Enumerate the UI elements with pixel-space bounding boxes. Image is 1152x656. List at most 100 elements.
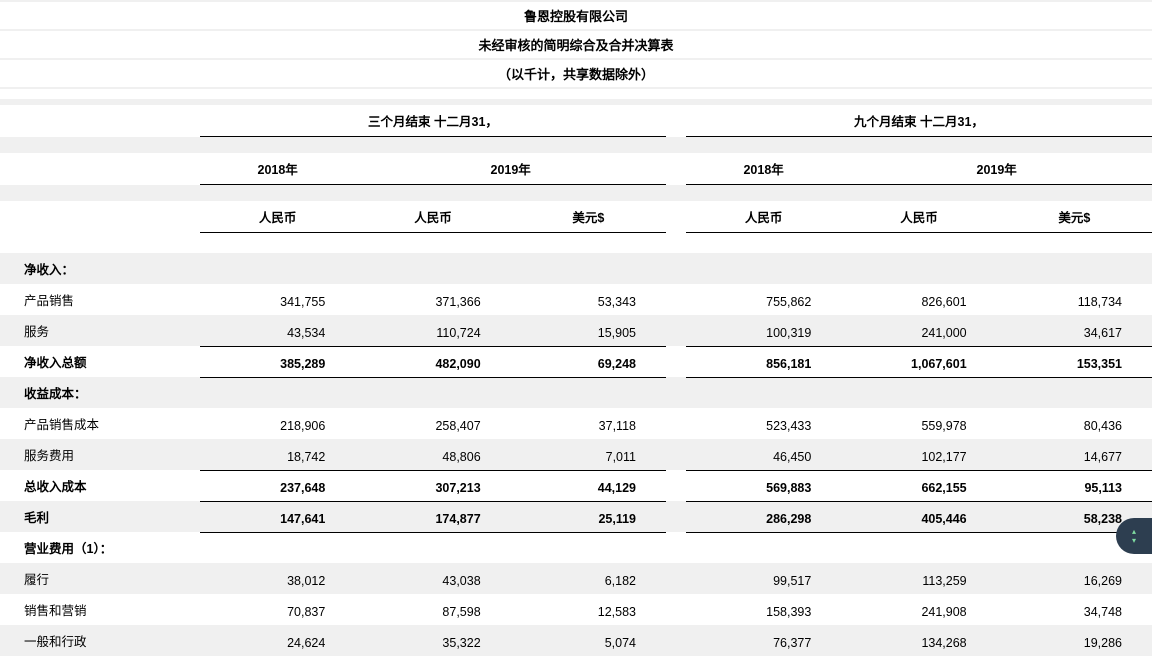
row-label: 产品销售成本 <box>0 408 200 439</box>
curr-rmb-2: 人民币 <box>355 201 510 233</box>
row-cost-product: 产品销售成本 218,906 258,407 37,118 523,433 55… <box>0 408 1152 439</box>
cell: 755,862 <box>686 284 841 315</box>
cell: 95,113 <box>997 470 1152 501</box>
year-2018-q: 2018年 <box>200 153 355 185</box>
cell: 16,269 <box>997 563 1152 594</box>
section-label: 净收入： <box>0 253 200 284</box>
row-label: 毛利 <box>0 501 200 532</box>
cell: 43,534 <box>200 315 355 346</box>
row-label: 履行 <box>0 563 200 594</box>
cell: 482,090 <box>355 346 510 377</box>
cell: 18,742 <box>200 439 355 470</box>
cell: 48,806 <box>355 439 510 470</box>
cell: 174,877 <box>355 501 510 532</box>
cell: 34,748 <box>997 594 1152 625</box>
unit-note: （以千计，共享数据除外） <box>0 60 1152 87</box>
cell: 24,624 <box>200 625 355 656</box>
cell: 12,583 <box>511 594 666 625</box>
row-label: 一般和行政 <box>0 625 200 656</box>
row-general-admin: 一般和行政 24,624 35,322 5,074 76,377 134,268… <box>0 625 1152 656</box>
cell: 6,182 <box>511 563 666 594</box>
row-label: 总收入成本 <box>0 470 200 501</box>
year-2019-9m: 2019年 <box>841 153 1152 185</box>
cell: 25,119 <box>511 501 666 532</box>
cell: 15,905 <box>511 315 666 346</box>
section-label: 收益成本： <box>0 377 200 408</box>
cell: 405,446 <box>841 501 996 532</box>
cell: 158,393 <box>686 594 841 625</box>
cell: 76,377 <box>686 625 841 656</box>
row-label: 服务 <box>0 315 200 346</box>
cell: 43,038 <box>355 563 510 594</box>
cell: 307,213 <box>355 470 510 501</box>
statement-subtitle: 未经审核的简明综合及合并决算表 <box>0 31 1152 58</box>
curr-usd-1: 美元$ <box>511 201 666 233</box>
row-label: 服务费用 <box>0 439 200 470</box>
cell: 44,129 <box>511 470 666 501</box>
cell: 341,755 <box>200 284 355 315</box>
cell: 218,906 <box>200 408 355 439</box>
financial-statement-page: 鲁恩控股有限公司 未经审核的简明综合及合并决算表 （以千计，共享数据除外） 三个… <box>0 0 1152 656</box>
arrow-down-icon: ▾ <box>1132 536 1136 545</box>
spacer <box>0 89 1152 99</box>
year-header-row: 2018年 2019年 2018年 2019年 <box>0 153 1152 185</box>
cell: 34,617 <box>997 315 1152 346</box>
cell: 385,289 <box>200 346 355 377</box>
section-net-revenue: 净收入： <box>0 253 1152 284</box>
row-gross-profit: 毛利 147,641 174,877 25,119 286,298 405,44… <box>0 501 1152 532</box>
cell: 118,734 <box>997 284 1152 315</box>
curr-rmb-1: 人民币 <box>200 201 355 233</box>
currency-header-row: 人民币 人民币 美元$ 人民币 人民币 美元$ <box>0 201 1152 233</box>
cell: 38,012 <box>200 563 355 594</box>
section-label: 营业费用（1）： <box>0 532 200 563</box>
curr-rmb-3: 人民币 <box>686 201 841 233</box>
financial-table: 三个月结束 十二月31， 九个月结束 十二月31， 2018年 2019年 20… <box>0 105 1152 656</box>
cell: 19,286 <box>997 625 1152 656</box>
cell: 371,366 <box>355 284 510 315</box>
cell: 100,319 <box>686 315 841 346</box>
cell: 147,641 <box>200 501 355 532</box>
curr-rmb-4: 人民币 <box>841 201 996 233</box>
row-label: 产品销售 <box>0 284 200 315</box>
period-2-header: 九个月结束 十二月31， <box>686 105 1152 137</box>
cell: 559,978 <box>841 408 996 439</box>
cell: 241,000 <box>841 315 996 346</box>
company-name: 鲁恩控股有限公司 <box>0 2 1152 29</box>
row-services: 服务 43,534 110,724 15,905 100,319 241,000… <box>0 315 1152 346</box>
cell: 523,433 <box>686 408 841 439</box>
period-1-header: 三个月结束 十二月31， <box>200 105 666 137</box>
cell: 856,181 <box>686 346 841 377</box>
cell: 53,343 <box>511 284 666 315</box>
row-product-sales: 产品销售 341,755 371,366 53,343 755,862 826,… <box>0 284 1152 315</box>
cell: 46,450 <box>686 439 841 470</box>
cell: 826,601 <box>841 284 996 315</box>
curr-usd-2: 美元$ <box>997 201 1152 233</box>
row-sales-marketing: 销售和营销 70,837 87,598 12,583 158,393 241,9… <box>0 594 1152 625</box>
cell: 99,517 <box>686 563 841 594</box>
year-2018-9m: 2018年 <box>686 153 841 185</box>
cell: 134,268 <box>841 625 996 656</box>
arrow-up-icon: ▴ <box>1132 527 1136 536</box>
cell: 237,648 <box>200 470 355 501</box>
row-label: 净收入总额 <box>0 346 200 377</box>
cell: 70,837 <box>200 594 355 625</box>
year-2019-q: 2019年 <box>355 153 666 185</box>
cell: 69,248 <box>511 346 666 377</box>
cell: 87,598 <box>355 594 510 625</box>
cell: 35,322 <box>355 625 510 656</box>
row-fulfillment: 履行 38,012 43,038 6,182 99,517 113,259 16… <box>0 563 1152 594</box>
float-badge-icon[interactable]: ▴ ▾ <box>1116 518 1152 554</box>
cell: 7,011 <box>511 439 666 470</box>
cell: 37,118 <box>511 408 666 439</box>
cell: 662,155 <box>841 470 996 501</box>
cell: 80,436 <box>997 408 1152 439</box>
cell: 569,883 <box>686 470 841 501</box>
cell: 1,067,601 <box>841 346 996 377</box>
cell: 113,259 <box>841 563 996 594</box>
cell: 258,407 <box>355 408 510 439</box>
cell: 153,351 <box>997 346 1152 377</box>
section-operating-expenses: 营业费用（1）： <box>0 532 1152 563</box>
cell: 110,724 <box>355 315 510 346</box>
row-label: 销售和营销 <box>0 594 200 625</box>
period-header-row: 三个月结束 十二月31， 九个月结束 十二月31， <box>0 105 1152 137</box>
